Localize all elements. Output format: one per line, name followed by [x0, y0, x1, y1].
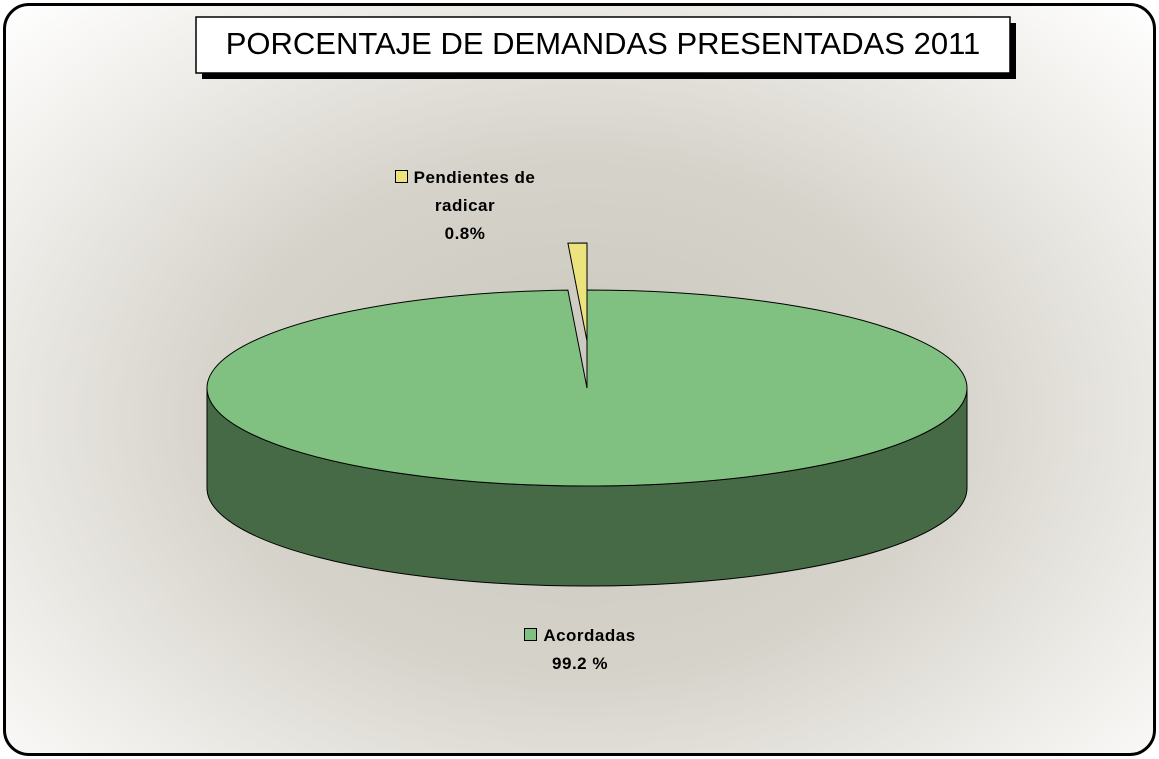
- legend-swatch: [524, 628, 538, 641]
- title-box: [195, 16, 1011, 74]
- category-label: Acordadas: [543, 626, 636, 645]
- slice-label: Pendientes de radicar: [370, 164, 560, 220]
- chart-title: PORCENTAJE DE DEMANDAS PRESENTADAS 2011: [226, 26, 981, 61]
- slice: [206, 289, 968, 487]
- category-label: Pendientes de radicar: [413, 168, 536, 215]
- legend-swatch: [394, 170, 408, 183]
- slice-label: Acordadas: [480, 622, 680, 650]
- value-label: 0.8%: [444, 224, 486, 243]
- value-label: 99.2 %: [552, 654, 608, 673]
- slice: [567, 242, 588, 342]
